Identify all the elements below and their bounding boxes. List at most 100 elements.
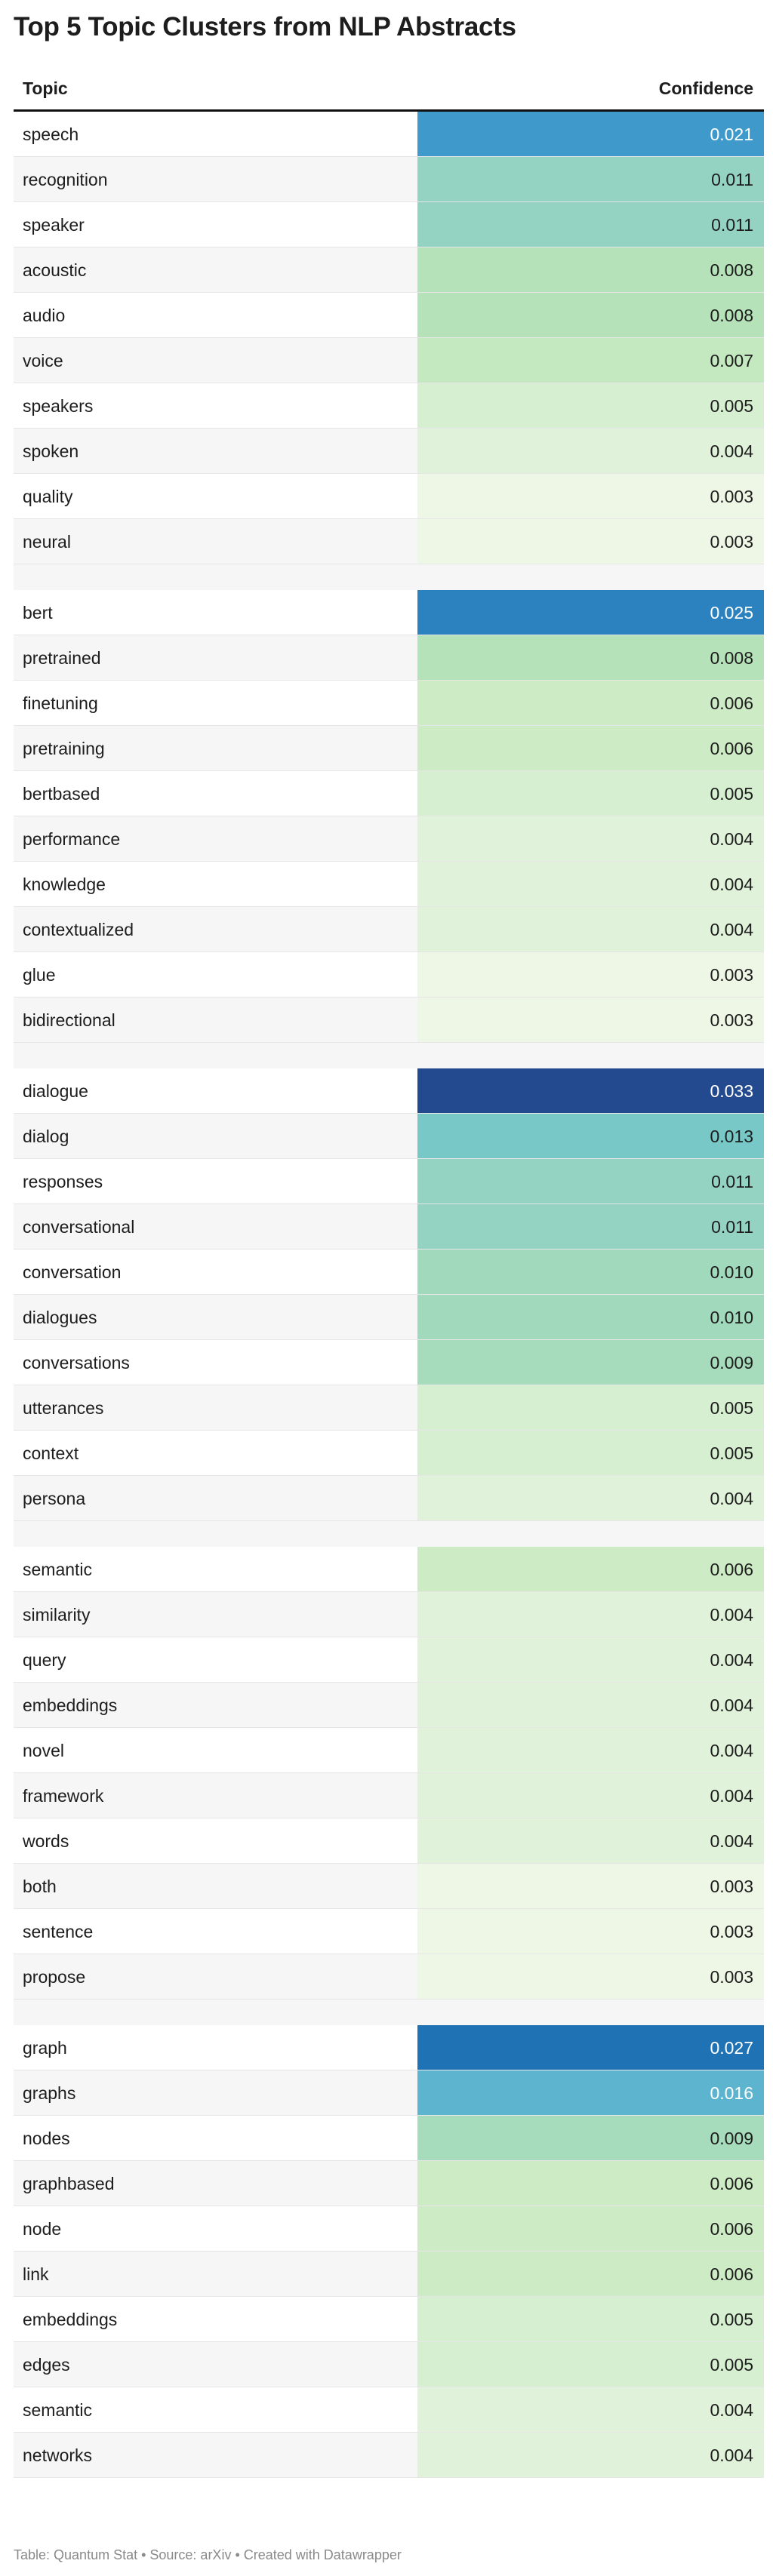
table-row: words 0.004 (14, 1818, 764, 1864)
column-header-confidence[interactable]: Confidence (658, 78, 753, 98)
table-row: conversation 0.010 (14, 1250, 764, 1295)
confidence-cell: 0.004 (417, 1773, 764, 1818)
confidence-value: 0.011 (711, 215, 753, 235)
table-row: bertbased 0.005 (14, 771, 764, 816)
topic-label: dialogues (23, 1308, 97, 1327)
topic-label: networks (23, 2445, 93, 2465)
confidence-value: 0.010 (710, 1262, 753, 1282)
confidence-value: 0.033 (710, 1081, 753, 1101)
table-row: context 0.005 (14, 1431, 764, 1476)
topic-label: query (23, 1650, 66, 1670)
chart-footer: Table: Quantum Stat • Source: arXiv • Cr… (14, 2547, 402, 2562)
table-row: voice 0.007 (14, 338, 764, 383)
confidence-cell: 0.003 (417, 1909, 764, 1954)
confidence-value: 0.006 (710, 2174, 753, 2193)
table-row: semantic 0.006 (14, 1547, 764, 1592)
table-row: embeddings 0.005 (14, 2297, 764, 2342)
table-row: nodes 0.009 (14, 2116, 764, 2161)
table-row: finetuning 0.006 (14, 681, 764, 726)
confidence-value: 0.009 (710, 1353, 753, 1373)
confidence-value: 0.004 (710, 441, 753, 461)
confidence-cell: 0.027 (417, 2025, 764, 2070)
cluster-separator (14, 1521, 764, 1547)
table-row: responses 0.011 (14, 1159, 764, 1204)
confidence-cell: 0.008 (417, 293, 764, 337)
confidence-cell: 0.006 (417, 2206, 764, 2251)
table-row: spoken 0.004 (14, 429, 764, 474)
chart-title: Top 5 Topic Clusters from NLP Abstracts (14, 12, 516, 41)
confidence-value: 0.003 (710, 1922, 753, 1941)
topic-label: speakers (23, 396, 94, 416)
confidence-value: 0.005 (710, 1398, 753, 1418)
topic-label: neural (23, 532, 71, 552)
topic-label: speech (23, 124, 79, 144)
confidence-cell: 0.004 (417, 1728, 764, 1772)
table-row: neural 0.003 (14, 519, 764, 564)
confidence-value: 0.006 (710, 739, 753, 758)
confidence-value: 0.008 (710, 648, 753, 668)
table-row: graphbased 0.006 (14, 2161, 764, 2206)
confidence-cell: 0.011 (417, 1159, 764, 1203)
confidence-value: 0.003 (710, 1967, 753, 1987)
topic-label: link (23, 2264, 49, 2284)
topic-label: graphbased (23, 2174, 115, 2193)
confidence-cell: 0.006 (417, 681, 764, 725)
topic-label: persona (23, 1489, 86, 1508)
confidence-cell: 0.005 (417, 1431, 764, 1475)
table-row: similarity 0.004 (14, 1592, 764, 1637)
topic-label: quality (23, 487, 73, 506)
confidence-value: 0.004 (710, 1605, 753, 1625)
confidence-cell: 0.008 (417, 635, 764, 680)
topic-label: recognition (23, 170, 108, 189)
confidence-value: 0.003 (710, 487, 753, 506)
confidence-cell: 0.013 (417, 1114, 764, 1158)
confidence-value: 0.011 (711, 1172, 753, 1191)
confidence-cell: 0.011 (417, 157, 764, 201)
table-row: contextualized 0.004 (14, 907, 764, 952)
table-row: speech 0.021 (14, 112, 764, 157)
topic-label: graph (23, 2038, 67, 2058)
table-row: conversational 0.011 (14, 1204, 764, 1250)
table-row: quality 0.003 (14, 474, 764, 519)
table-row: bert 0.025 (14, 590, 764, 635)
confidence-cell: 0.003 (417, 998, 764, 1042)
column-header-topic[interactable]: Topic (23, 78, 68, 98)
topic-label: both (23, 1877, 57, 1896)
confidence-cell: 0.004 (417, 1637, 764, 1682)
table-row: glue 0.003 (14, 952, 764, 998)
topic-label: pretraining (23, 739, 105, 758)
confidence-value: 0.004 (710, 2400, 753, 2420)
confidence-cell: 0.003 (417, 519, 764, 564)
confidence-cell: 0.004 (417, 862, 764, 906)
table-row: graphs 0.016 (14, 2070, 764, 2116)
topic-label: conversations (23, 1353, 130, 1373)
confidence-value: 0.004 (710, 1650, 753, 1670)
confidence-cell: 0.005 (417, 771, 764, 816)
topic-label: bert (23, 603, 53, 622)
topic-label: acoustic (23, 260, 87, 280)
table-row: pretrained 0.008 (14, 635, 764, 681)
table-row: performance 0.004 (14, 816, 764, 862)
topic-label: audio (23, 306, 66, 325)
cluster-separator (14, 1043, 764, 1068)
confidence-cell: 0.011 (417, 202, 764, 247)
topic-label: edges (23, 2355, 70, 2375)
confidence-cell: 0.005 (417, 383, 764, 428)
topic-label: speaker (23, 215, 85, 235)
topic-label: novel (23, 1741, 64, 1760)
topic-label: similarity (23, 1605, 91, 1625)
table-row: node 0.006 (14, 2206, 764, 2252)
confidence-value: 0.004 (710, 2445, 753, 2465)
table-row: graph 0.027 (14, 2025, 764, 2070)
topic-label: responses (23, 1172, 103, 1191)
topic-label: pretrained (23, 648, 101, 668)
topic-label: conversational (23, 1217, 135, 1237)
confidence-value: 0.005 (710, 396, 753, 416)
topic-label: contextualized (23, 920, 134, 939)
confidence-value: 0.004 (710, 1831, 753, 1851)
table-row: speaker 0.011 (14, 202, 764, 247)
confidence-value: 0.003 (710, 965, 753, 985)
confidence-cell: 0.004 (417, 1683, 764, 1727)
topic-label: performance (23, 829, 121, 849)
